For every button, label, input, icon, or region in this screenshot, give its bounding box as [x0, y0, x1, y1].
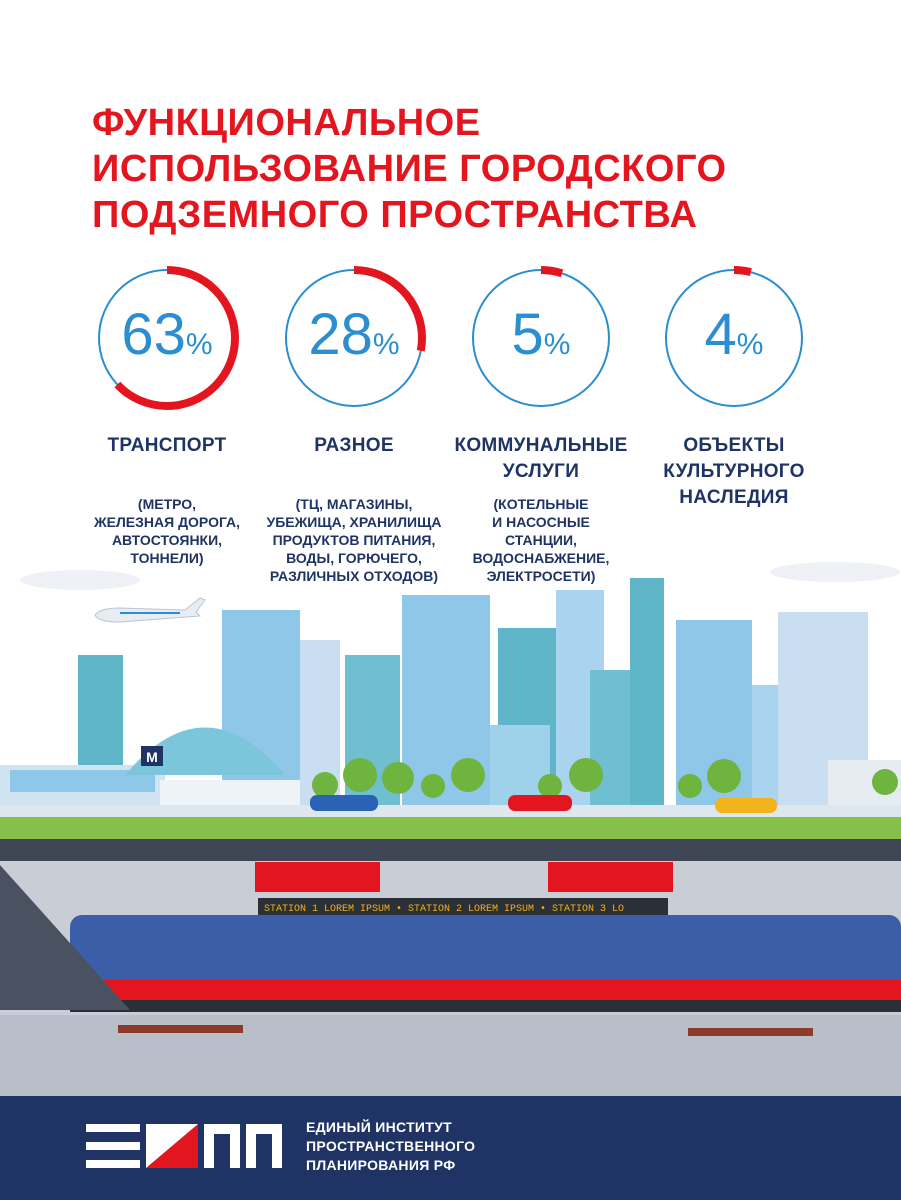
ring-graphic [662, 266, 806, 410]
tree-row [312, 758, 898, 798]
page-title: ФУНКЦИОНАЛЬНОЕ ИСПОЛЬЗОВАНИЕ ГОРОДСКОГО … [92, 100, 812, 238]
ring-progress-arc [469, 266, 613, 410]
percent-value: 4% [704, 302, 764, 367]
stat-label: КОММУНАЛЬНЫЕ УСЛУГИ [454, 435, 628, 482]
institute-name: ЕДИНЫЙ ИНСТИТУТ ПРОСТРАНСТВЕННОГО ПЛАНИР… [306, 1119, 476, 1173]
title-line-2: ИСПОЛЬЗОВАНИЕ ГОРОДСКОГО [92, 148, 727, 190]
percent-ring: 63% [94, 265, 240, 411]
stat-description: (МЕТРО, ЖЕЛЕЗНАЯ ДОРОГА, АВТОСТОЯНКИ, ТОННЕ… [93, 496, 241, 566]
percent-ring: 5% [468, 265, 614, 411]
cloud-icon [20, 562, 900, 590]
stat-utilities: 5% КОММУНАЛЬНЫЕ УСЛУГИ (КОТЕЛЬНЫЕ И НАСОСН… [431, 265, 651, 584]
percent-ring: 4% [661, 265, 807, 411]
bench-icon [118, 1025, 813, 1036]
percent-ring: 28% [281, 265, 427, 411]
percent-value: 28% [308, 302, 400, 367]
ring-graphic [282, 266, 426, 410]
ring-progress-arc [662, 266, 806, 410]
escalator [0, 865, 130, 1010]
airplane-icon [94, 597, 206, 623]
car-icon [310, 795, 777, 813]
stat-label: ОБЪЕКТЫ КУЛЬТУРНОГО НАСЛЕДИЯ [663, 435, 805, 508]
metro-sign-icon: M [146, 749, 158, 765]
station-ticker-board [258, 898, 668, 916]
city-metro-illustration: M STATION 1 LOREM IPSUM • STATION 2 LORE… [0, 562, 901, 1096]
ring-graphic [469, 266, 613, 410]
stat-transport: 63% ТРАНСПОРТ (МЕТРО, ЖЕЛЕЗНАЯ ДОРОГА, АВТ… [57, 265, 277, 566]
percent-value: 5% [511, 302, 571, 367]
title-line-1: ФУНКЦИОНАЛЬНОЕ [92, 102, 481, 144]
stat-label: РАЗНОЕ [314, 435, 394, 456]
footer: ЕДИНЫЙ ИНСТИТУТ ПРОСТРАНСТВЕННОГО ПЛАНИР… [0, 1096, 901, 1200]
ring-progress-arc [282, 266, 426, 410]
stat-description: (ТЦ, МАГАЗИНЫ, УБЕЖИЩА, ХРАНИЛИЩА ПРОДУКТО… [266, 496, 442, 584]
title-line-3: ПОДЗЕМНОГО ПРОСТРАНСТВА [92, 194, 698, 236]
skyline [0, 578, 901, 805]
institute-logo-icon [86, 1124, 282, 1168]
departure-board [255, 862, 673, 892]
stat-label: ТРАНСПОРТ [107, 435, 227, 456]
stat-misc: 28% РАЗНОЕ (ТЦ, МАГАЗИНЫ, УБЕЖИЩА, ХРАНИЛ… [244, 265, 464, 584]
stat-heritage: 4% ОБЪЕКТЫ КУЛЬТУРНОГО НАСЛЕДИЯ [624, 265, 844, 511]
train [70, 915, 901, 1012]
ring-graphic [95, 266, 239, 410]
stat-description: (КОТЕЛЬНЫЕ И НАСОСНЫЕ СТАНЦИИ, ВОДОСНАБЖЕНИ… [472, 496, 610, 584]
ring-progress-arc [95, 266, 239, 410]
station-ticker: STATION 1 LOREM IPSUM • STATION 2 LOREM … [264, 904, 624, 915]
percent-value: 63% [121, 302, 213, 367]
